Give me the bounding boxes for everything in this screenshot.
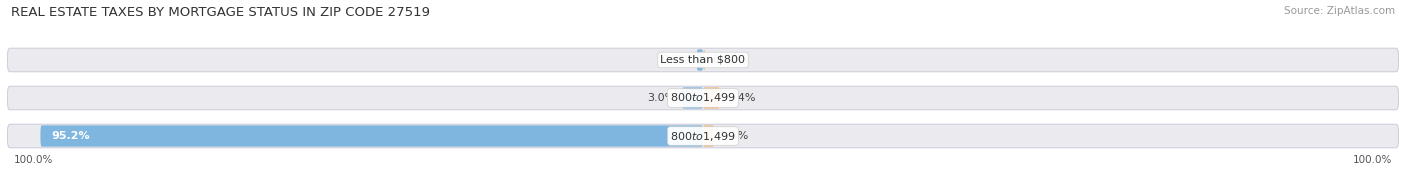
Text: $800 to $1,499: $800 to $1,499	[671, 130, 735, 142]
Text: Less than $800: Less than $800	[661, 55, 745, 65]
FancyBboxPatch shape	[703, 125, 714, 147]
Text: 3.0%: 3.0%	[647, 93, 675, 103]
Text: 0.32%: 0.32%	[713, 55, 748, 65]
FancyBboxPatch shape	[41, 125, 703, 147]
FancyBboxPatch shape	[7, 124, 1399, 148]
Text: 1.6%: 1.6%	[721, 131, 749, 141]
FancyBboxPatch shape	[682, 87, 703, 109]
Text: 0.9%: 0.9%	[661, 55, 690, 65]
Text: 2.4%: 2.4%	[727, 93, 755, 103]
FancyBboxPatch shape	[703, 49, 706, 71]
FancyBboxPatch shape	[7, 48, 1399, 72]
Text: REAL ESTATE TAXES BY MORTGAGE STATUS IN ZIP CODE 27519: REAL ESTATE TAXES BY MORTGAGE STATUS IN …	[11, 6, 430, 19]
Text: 95.2%: 95.2%	[51, 131, 90, 141]
Text: $800 to $1,499: $800 to $1,499	[671, 92, 735, 104]
FancyBboxPatch shape	[697, 49, 703, 71]
Text: 100.0%: 100.0%	[1353, 155, 1392, 165]
Text: Source: ZipAtlas.com: Source: ZipAtlas.com	[1284, 6, 1395, 16]
FancyBboxPatch shape	[7, 86, 1399, 110]
Text: 100.0%: 100.0%	[14, 155, 53, 165]
FancyBboxPatch shape	[703, 87, 720, 109]
